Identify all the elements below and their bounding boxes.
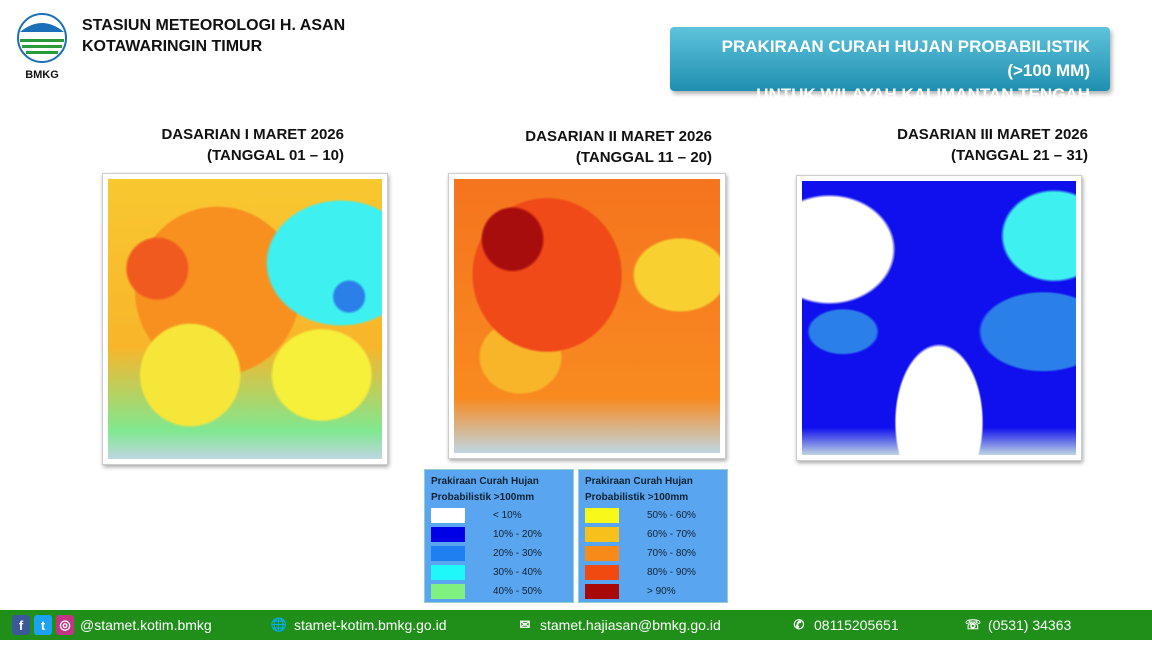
legend-label: 20% - 30% [493, 548, 542, 559]
email-link[interactable]: stamet.hajiasan@bmkg.go.id [540, 617, 721, 633]
panel-title-1: DASARIAN I MARET 2026 (TANGGAL 01 – 10) [161, 124, 344, 166]
legend-item: 80% - 90% [585, 563, 721, 582]
panel-title: DASARIAN II MARET 2026 [525, 128, 712, 145]
map-dasarian-3 [796, 175, 1082, 461]
legend-item: < 10% [431, 506, 567, 525]
map-dasarian-1 [102, 173, 388, 465]
legend-swatch [585, 584, 619, 599]
legend-item: 40% - 50% [431, 582, 567, 601]
globe-icon: 🌐 [270, 617, 288, 632]
whatsapp-icon: ✆ [793, 617, 805, 632]
legend-label: 70% - 80% [647, 548, 696, 559]
legend-label: < 10% [493, 510, 522, 521]
panel-dates: (TANGGAL 21 – 31) [951, 147, 1088, 164]
legend-item: > 90% [585, 582, 721, 601]
legend-label: > 90% [647, 586, 676, 597]
legend-subtitle: Probabilistik >100mm [585, 492, 689, 503]
legend-swatch [585, 527, 619, 542]
legend-item: 20% - 30% [431, 544, 567, 563]
panel-title: DASARIAN I MARET 2026 [161, 126, 344, 143]
legend-title: Prakiraan Curah Hujan [585, 476, 693, 487]
legend-label: 80% - 90% [647, 567, 696, 578]
legend-item: 30% - 40% [431, 563, 567, 582]
panel-dates: (TANGGAL 11 – 20) [575, 149, 712, 166]
legend-swatch [431, 546, 465, 561]
legend-label: 60% - 70% [647, 529, 696, 540]
legend-swatch [431, 508, 465, 523]
phone-number[interactable]: (0531) 34363 [988, 617, 1072, 633]
banner-line1: PRAKIRAAN CURAH HUJAN PROBABILISTIK (>10… [721, 37, 1090, 80]
legend-swatch [431, 527, 465, 542]
legend-high: Prakiraan Curah Hujan Probabilistik >100… [578, 469, 728, 603]
mail-icon: ✉ [519, 617, 531, 632]
station-line1: STASIUN METEOROLOGI H. ASAN [82, 17, 346, 34]
legend-swatch [431, 584, 465, 599]
station-name: STASIUN METEOROLOGI H. ASAN KOTAWARINGIN … [82, 15, 345, 57]
legend-item: 70% - 80% [585, 544, 721, 563]
phone-icon: ☏ [964, 617, 982, 632]
title-banner: PRAKIRAAN CURAH HUJAN PROBABILISTIK (>10… [670, 27, 1110, 104]
bmkg-logo: BMKG [17, 13, 67, 80]
legend-low: Prakiraan Curah Hujan Probabilistik >100… [424, 469, 574, 603]
legend-swatch [431, 565, 465, 580]
facebook-icon[interactable]: f [12, 615, 30, 635]
legend-item: 10% - 20% [431, 525, 567, 544]
legend-swatch [585, 546, 619, 561]
whatsapp-number[interactable]: 08115205651 [814, 617, 899, 633]
legend-subtitle: Probabilistik >100mm [431, 492, 535, 503]
footer-bar: f t ◎ @stamet.kotim.bmkg 🌐 stamet-kotim.b… [0, 610, 1152, 640]
station-line2: KOTAWARINGIN TIMUR [82, 38, 263, 55]
legend-label: 50% - 60% [647, 510, 696, 521]
legend-label: 30% - 40% [493, 567, 542, 578]
svg-text:BMKG: BMKG [25, 69, 59, 80]
legend-label: 10% - 20% [493, 529, 542, 540]
banner-line2: UNTUK WILAYAH KALIMANTAN TENGAH [756, 85, 1090, 104]
legend-swatch [585, 508, 619, 523]
legend-item: 60% - 70% [585, 525, 721, 544]
panel-title-3: DASARIAN III MARET 2026 (TANGGAL 21 – 31) [897, 124, 1088, 166]
panel-dates: (TANGGAL 01 – 10) [207, 147, 344, 164]
legend-swatch [585, 565, 619, 580]
panel-title-2: DASARIAN II MARET 2026 (TANGGAL 11 – 20) [525, 126, 712, 168]
twitter-icon[interactable]: t [34, 615, 52, 635]
instagram-icon[interactable]: ◎ [56, 615, 74, 635]
panel-title: DASARIAN III MARET 2026 [897, 126, 1088, 143]
website-link[interactable]: stamet-kotim.bmkg.go.id [294, 617, 447, 633]
legend-label: 40% - 50% [493, 586, 542, 597]
map-dasarian-2 [448, 173, 726, 459]
legend-title: Prakiraan Curah Hujan [431, 476, 539, 487]
instagram-handle[interactable]: @stamet.kotim.bmkg [80, 617, 212, 633]
legend-item: 50% - 60% [585, 506, 721, 525]
